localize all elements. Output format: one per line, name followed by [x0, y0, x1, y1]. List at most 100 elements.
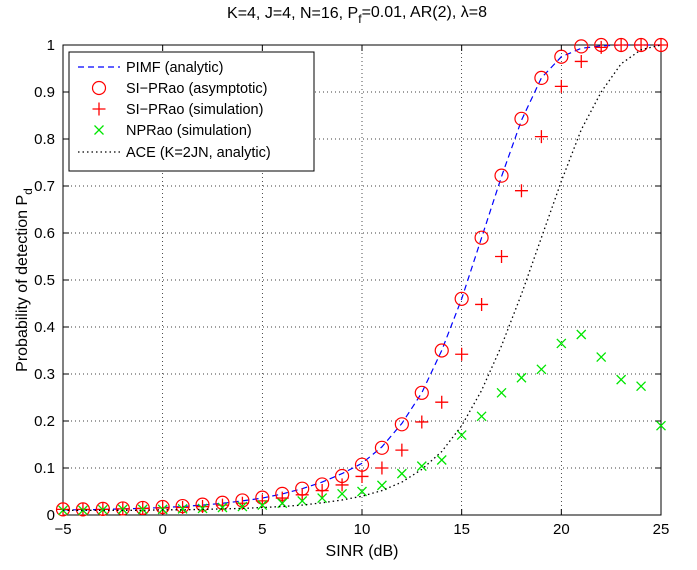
- legend-marker-sample: [92, 102, 106, 116]
- data-point: [534, 70, 549, 86]
- legend-label: ACE (K=2JN, analytic): [126, 145, 271, 161]
- y-tick-label: 0.7: [34, 178, 55, 195]
- legend-marker-sample: [94, 125, 104, 135]
- series-pimf-analytic: [63, 44, 661, 511]
- legend-items: PIMF (analytic) SI−PRao (asymptotic) SI−PR…: [78, 60, 271, 161]
- legend-label: SI−PRao (simulation): [126, 102, 263, 118]
- x-tick-label: 5: [258, 521, 266, 538]
- legend: PIMF (analytic) SI−PRao (asymptotic) SI−PR…: [68, 51, 315, 172]
- data-point: [375, 461, 389, 475]
- data-point: [494, 168, 509, 183]
- data-point: [196, 500, 210, 514]
- data-point: [536, 364, 547, 375]
- data-point: [455, 347, 469, 361]
- data-point: [636, 381, 647, 392]
- series-line: [63, 44, 661, 511]
- chart-title: K=4, J=4, N=16, Pf=0.01, AR(2), λ=8: [227, 4, 487, 26]
- y-tick-label: 0.5: [34, 272, 55, 289]
- y-tick-label: 0.6: [34, 225, 55, 242]
- data-point: [217, 502, 228, 513]
- data-point: [77, 505, 88, 516]
- x-tick-label: 20: [553, 521, 570, 538]
- data-point: [117, 504, 128, 515]
- x-tick-label: 0: [158, 521, 166, 538]
- y-tick-label: 0.9: [34, 84, 55, 101]
- data-point: [514, 184, 528, 198]
- chart-title-rest: =0.01, AR(2), λ=8: [362, 4, 488, 21]
- legend-item: NPRao (simulation): [94, 123, 252, 139]
- y-tick-label: 0.2: [34, 413, 55, 430]
- data-point: [257, 500, 268, 511]
- data-point: [514, 111, 529, 126]
- y-axis-title: Probability of detection Pd: [14, 188, 35, 372]
- data-point: [237, 501, 248, 512]
- data-point: [315, 484, 329, 498]
- data-point: [416, 461, 427, 472]
- series-layer: [55, 37, 669, 517]
- data-point: [317, 493, 328, 504]
- data-point: [295, 488, 309, 502]
- data-point: [474, 230, 489, 245]
- y-tick-label: 1: [47, 37, 55, 54]
- legend-item: SI−PRao (simulation): [92, 102, 263, 118]
- x-axis-title: SINR (dB): [326, 543, 399, 560]
- y-tick-label: 0: [47, 507, 55, 524]
- y-tick-label: 0.8: [34, 131, 55, 148]
- data-point: [197, 503, 208, 514]
- data-point: [76, 502, 90, 516]
- legend-marker-sample: [91, 80, 107, 96]
- legend-label: PIMF (analytic): [126, 60, 224, 76]
- data-point: [435, 395, 449, 409]
- data-point: [594, 40, 608, 54]
- data-point: [415, 415, 429, 429]
- data-point: [394, 417, 409, 432]
- data-point: [576, 329, 587, 340]
- y-axis-title-main: Probability of detection P: [14, 195, 31, 372]
- x-tick-label: 15: [453, 521, 470, 538]
- chart-title-main: K=4, J=4, N=16, P: [227, 5, 358, 22]
- data-point: [156, 501, 170, 515]
- data-point: [614, 38, 628, 52]
- y-tick-label: 0.3: [34, 366, 55, 383]
- data-point: [556, 338, 567, 349]
- data-point: [235, 496, 249, 510]
- data-point: [136, 501, 150, 515]
- series-ace-k-2jn-analytic: [63, 44, 662, 511]
- legend-item: SI−PRao (asymptotic): [91, 80, 267, 97]
- data-point: [434, 343, 449, 358]
- x-tick-label: 25: [653, 521, 670, 538]
- data-point: [176, 500, 190, 514]
- data-point: [215, 498, 229, 512]
- data-point: [554, 49, 569, 64]
- legend-item: PIMF (analytic): [78, 60, 224, 76]
- data-point: [475, 297, 489, 311]
- y-tick-label: 0.4: [34, 319, 55, 336]
- data-point: [357, 486, 367, 497]
- series-nprao-simulation: [58, 329, 666, 516]
- x-tick-label: −5: [54, 521, 71, 538]
- data-point: [495, 250, 509, 263]
- data-point: [596, 352, 607, 363]
- data-point: [574, 39, 589, 54]
- series-line: [63, 44, 662, 511]
- data-point: [97, 504, 108, 515]
- data-point: [395, 443, 409, 457]
- data-point: [654, 38, 668, 52]
- data-point: [616, 374, 627, 385]
- data-point: [454, 291, 469, 306]
- data-point: [516, 372, 527, 383]
- legend-label: NPRao (simulation): [126, 123, 252, 139]
- chart-title-subscript: f: [358, 12, 362, 26]
- data-point: [137, 504, 148, 515]
- data-point: [476, 411, 487, 422]
- data-point: [374, 440, 390, 455]
- data-point: [496, 387, 507, 398]
- series-si-prao-simulation: [56, 38, 668, 516]
- data-point: [656, 420, 666, 431]
- y-tick-label: 0.1: [34, 460, 55, 477]
- data-point: [396, 468, 407, 479]
- data-point: [177, 503, 188, 514]
- ticks-layer: −5 0 5 10 15 20 2500.10.20.30.40.50.60.70.80.9…: [34, 37, 669, 538]
- data-point: [376, 480, 387, 491]
